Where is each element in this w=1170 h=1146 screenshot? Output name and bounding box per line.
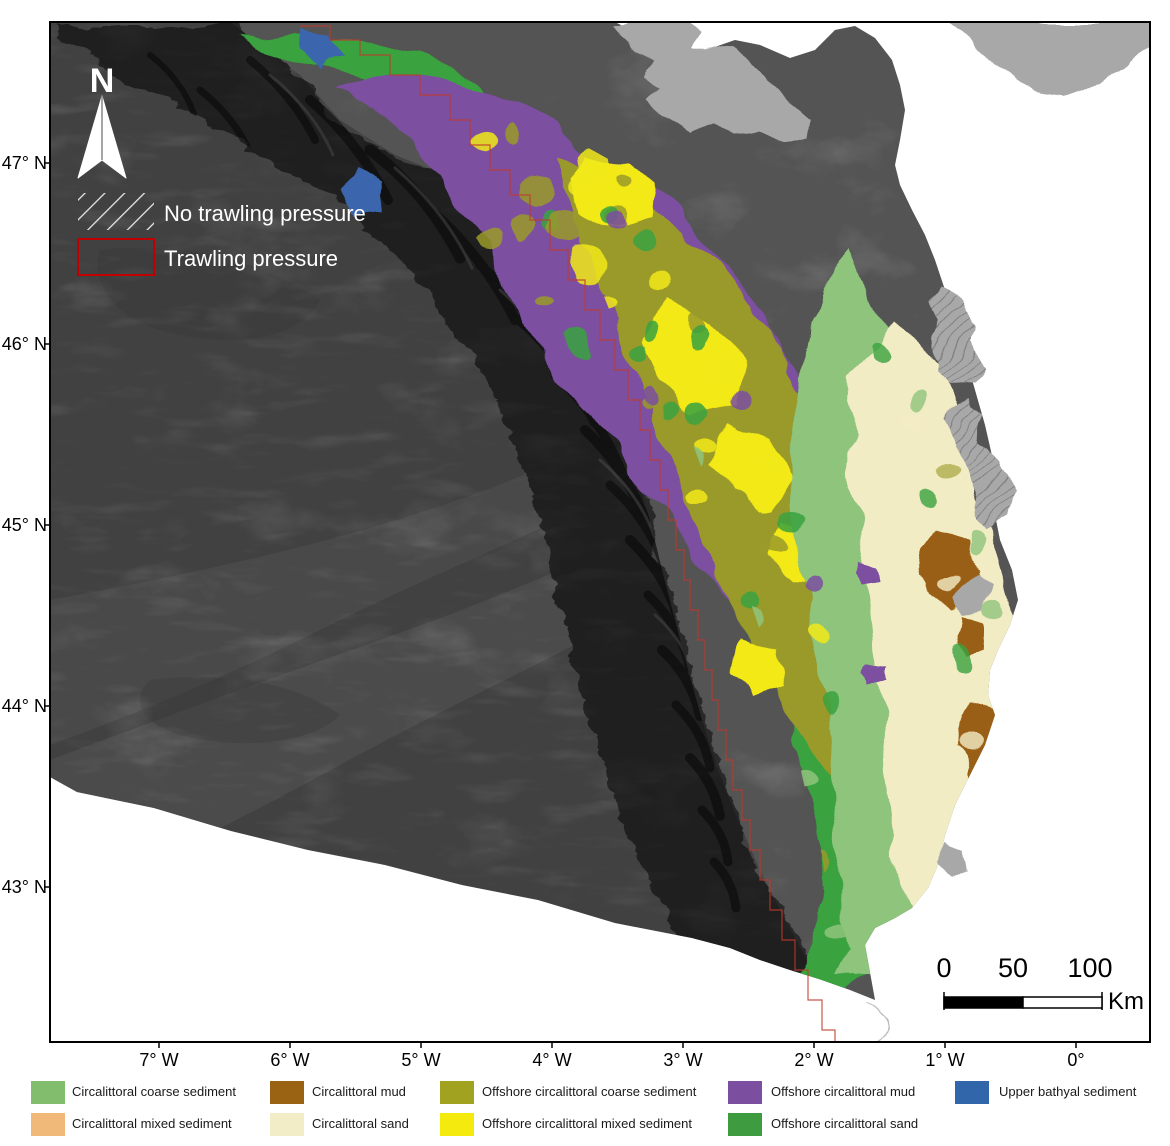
svg-text:Circalittoral sand: Circalittoral sand <box>312 1116 409 1131</box>
svg-text:Offshore circalittoral sand: Offshore circalittoral sand <box>771 1116 918 1131</box>
svg-text:47° N: 47° N <box>2 153 47 173</box>
svg-text:Upper bathyal sediment: Upper bathyal sediment <box>999 1084 1137 1099</box>
svg-text:N: N <box>90 62 115 100</box>
svg-text:0: 0 <box>936 953 951 983</box>
svg-text:46° N: 46° N <box>2 334 47 354</box>
svg-text:5° W: 5° W <box>401 1050 440 1070</box>
svg-text:44° N: 44° N <box>2 696 47 716</box>
svg-text:50: 50 <box>998 953 1028 983</box>
svg-text:Offshore circalittoral mud: Offshore circalittoral mud <box>771 1084 915 1099</box>
svg-text:1° W: 1° W <box>925 1050 964 1070</box>
svg-text:45° N: 45° N <box>2 515 47 535</box>
svg-text:6° W: 6° W <box>270 1050 309 1070</box>
svg-text:Km: Km <box>1108 988 1144 1015</box>
svg-text:100: 100 <box>1067 953 1112 983</box>
svg-text:Circalittoral mud: Circalittoral mud <box>312 1084 406 1099</box>
svg-text:Trawling pressure: Trawling pressure <box>164 246 338 271</box>
svg-text:0°: 0° <box>1067 1050 1084 1070</box>
svg-text:Circalittoral coarse sediment: Circalittoral coarse sediment <box>72 1084 236 1099</box>
svg-text:2° W: 2° W <box>794 1050 833 1070</box>
svg-text:Circalittoral mixed sediment: Circalittoral mixed sediment <box>72 1116 232 1131</box>
svg-text:Offshore circalittoral mixed s: Offshore circalittoral mixed sediment <box>482 1116 692 1131</box>
svg-text:Offshore circalittoral coarse: Offshore circalittoral coarse sediment <box>482 1084 697 1099</box>
svg-text:No trawling pressure: No trawling pressure <box>164 201 366 226</box>
svg-text:43° N: 43° N <box>2 877 47 897</box>
svg-text:3° W: 3° W <box>663 1050 702 1070</box>
svg-text:4° W: 4° W <box>532 1050 571 1070</box>
svg-text:7° W: 7° W <box>139 1050 178 1070</box>
